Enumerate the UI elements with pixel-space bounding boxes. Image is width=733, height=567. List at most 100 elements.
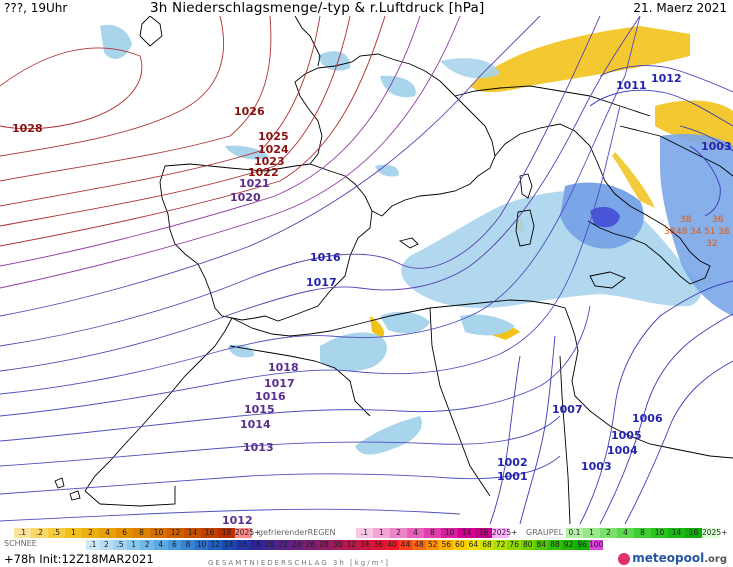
isobar-line bbox=[0, 16, 641, 395]
legend-swatch: 40 bbox=[385, 540, 399, 550]
legend-swatch: .1 bbox=[14, 528, 31, 538]
legend-swatch: .5 bbox=[113, 540, 127, 550]
isobar-label: 1012 bbox=[222, 514, 253, 524]
brand-logo[interactable]: meteopool.org bbox=[618, 551, 727, 565]
coast-north-africa bbox=[231, 299, 733, 459]
isobar-label: 1021 bbox=[239, 177, 270, 190]
rain-value: 32 bbox=[706, 239, 717, 249]
legend-swatch: 80 bbox=[521, 540, 535, 550]
isobar-label: 1001 bbox=[497, 470, 528, 483]
coast-sicily bbox=[589, 271, 626, 289]
forecast-date: 21. Maerz 2021 bbox=[633, 1, 727, 15]
legend-swatch: 52 bbox=[425, 540, 440, 550]
isobar-label: 1017 bbox=[264, 377, 295, 390]
isobar-label: 1013 bbox=[243, 441, 274, 454]
legend-swatch: 84 bbox=[534, 540, 549, 550]
rain-area-balkans-east bbox=[660, 134, 733, 316]
legend-swatch: 18 bbox=[249, 540, 263, 550]
legend-swatch: 56 bbox=[439, 540, 454, 550]
legend-swatch: 28 bbox=[317, 540, 331, 550]
isobar-label: 1025 bbox=[258, 130, 289, 143]
legend-swatch: 60 bbox=[453, 540, 467, 550]
coast-atlantic-morocco bbox=[84, 317, 233, 492]
coast-ireland bbox=[139, 16, 163, 47]
coastline-layer bbox=[54, 16, 733, 524]
legend-swatch: 20 bbox=[262, 540, 277, 550]
isobar-line bbox=[0, 16, 351, 227]
legend-swatch: 10 bbox=[651, 528, 668, 538]
snow-area-apennine bbox=[612, 152, 655, 208]
rain-area-mediterranean bbox=[401, 190, 701, 308]
isobar-line bbox=[689, 145, 721, 217]
isobar-line bbox=[519, 335, 556, 524]
legend-swatch: 10 bbox=[150, 528, 167, 538]
isobar-label: 1006 bbox=[632, 412, 663, 425]
legend-swatch: 6 bbox=[116, 528, 133, 538]
isobar-line bbox=[0, 415, 561, 467]
legend-swatch: 2 bbox=[82, 528, 99, 538]
rain-area-north-sea bbox=[100, 24, 132, 59]
isobar-label: 1018 bbox=[268, 361, 299, 374]
isobar-line bbox=[599, 313, 733, 524]
legend-regen-caption: gefrierenderREGEN bbox=[258, 528, 336, 537]
isobar-label: 1026 bbox=[234, 105, 265, 118]
legend-snow-caption: SCHNEE bbox=[4, 539, 37, 548]
legend-total-caption: GESAMTNIEDERSCHLAG 3h [kg/m²] bbox=[208, 559, 390, 567]
rain-value: 38 bbox=[718, 227, 730, 237]
isobar-line bbox=[489, 355, 521, 524]
legend-swatch: 68 bbox=[480, 540, 494, 550]
coast-italy bbox=[494, 123, 711, 285]
weather-map[interactable]: 1028 1026 1025 1024 1023 1022 1021 1020 … bbox=[0, 16, 733, 524]
rain-area-sahara bbox=[355, 416, 422, 455]
map-header: ???, 19Uhr 3h Niederschlagsmenge/-typ & … bbox=[0, 0, 733, 16]
legend-swatch: 14 bbox=[458, 528, 475, 538]
isobar-layer bbox=[0, 16, 733, 524]
rain-area-biscay bbox=[225, 145, 270, 160]
isobar-line bbox=[0, 16, 321, 207]
border-western-sahara bbox=[84, 486, 176, 507]
coast-uk bbox=[294, 16, 321, 67]
isobar-label: 1002 bbox=[497, 456, 528, 469]
isobar-line bbox=[0, 16, 386, 247]
border-alps bbox=[454, 85, 651, 117]
isobar-line bbox=[0, 16, 461, 289]
legend-swatch: .1 bbox=[356, 528, 373, 538]
isobar-line bbox=[0, 16, 641, 372]
meteopool-logo-icon bbox=[618, 552, 631, 565]
legend-swatch: 2 bbox=[390, 528, 407, 538]
legend-swatch: 92 bbox=[561, 540, 576, 550]
legend-swatch: 1 bbox=[65, 528, 82, 538]
legend-swatch: 100 bbox=[588, 540, 604, 550]
legend-swatch: 30 bbox=[330, 540, 345, 550]
legend-swatch: 1 bbox=[126, 540, 141, 550]
isobar-line bbox=[0, 16, 421, 267]
legend-swatch: 88 bbox=[548, 540, 562, 550]
isobar-label: 1003 bbox=[581, 460, 612, 473]
rain-value: 51 bbox=[704, 227, 715, 237]
isobar-label: 1014 bbox=[240, 418, 271, 431]
legend-swatch: 22 bbox=[276, 540, 290, 550]
rain-area-tyrrhenian-core bbox=[590, 206, 620, 228]
legend-freezing-rain-scale: .1 1 2 4 8 10 14 16 2025+ bbox=[356, 528, 517, 538]
legend-swatch: 10 bbox=[441, 528, 458, 538]
coast-france bbox=[294, 53, 496, 217]
legend-swatch: 10 bbox=[194, 540, 209, 550]
isobar-labels: 1028 1026 1025 1024 1023 1022 1021 1020 … bbox=[12, 72, 732, 524]
isobar-label: 1003 bbox=[701, 140, 732, 153]
legend-swatch: 2 bbox=[600, 528, 617, 538]
isobar-label: 1007 bbox=[552, 403, 583, 416]
rain-area-morocco bbox=[320, 332, 387, 372]
isobar-line bbox=[0, 47, 143, 130]
legend-swatch: 8 bbox=[181, 540, 195, 550]
coast-iberia bbox=[159, 163, 373, 322]
isobar-label: 1022 bbox=[248, 166, 279, 179]
legend-swatch: 76 bbox=[507, 540, 521, 550]
legend-swatch: 34 bbox=[357, 540, 372, 550]
legend-swatch: 36 bbox=[371, 540, 386, 550]
map-title: 3h Niederschlagsmenge/-typ & r.Luftdruck… bbox=[150, 0, 485, 16]
coast-balearics bbox=[398, 237, 419, 249]
legend-total-scale: .1 2.5 1 2 4 6 8 10 12 14 16 18 20 22 24 26 28 30 32 34 36 40… bbox=[86, 540, 603, 550]
isobar-line bbox=[0, 305, 591, 442]
legend-swatch: 16 bbox=[201, 528, 218, 538]
border-libya bbox=[559, 355, 571, 524]
